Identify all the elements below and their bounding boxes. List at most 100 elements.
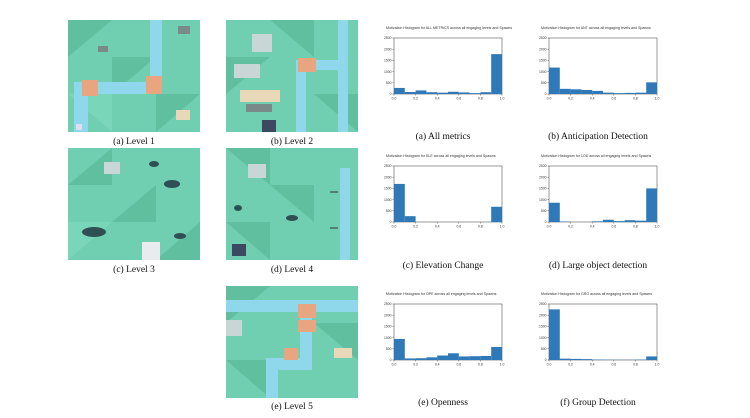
- level-4-caption: (d) Level 4: [270, 265, 314, 275]
- x-tick-label: 0.0: [547, 363, 552, 367]
- histogram-bar: [480, 355, 492, 360]
- x-tick-label: 0.8: [478, 225, 483, 229]
- path: [176, 110, 190, 120]
- histogram-bar: [404, 91, 416, 94]
- y-tick-label: 2000: [539, 175, 547, 179]
- histogram-caption: (b) Anticipation Detection: [548, 132, 648, 142]
- bridge: [298, 320, 316, 332]
- histogram-bar: [613, 221, 625, 222]
- trees: [149, 161, 159, 167]
- y-tick-label: 1000: [539, 336, 547, 340]
- x-tick-label: 0.4: [435, 225, 440, 229]
- trees: [234, 205, 242, 211]
- histogram-bar: [415, 358, 427, 360]
- histogram-bar: [448, 353, 459, 360]
- rocks: [98, 46, 108, 52]
- histogram-bar: [635, 220, 647, 222]
- histogram-title: Motivation Histogram for LOD across all …: [541, 154, 652, 158]
- y-tick-label: 2500: [539, 302, 547, 306]
- histogram-caption: (c) Elevation Change: [402, 261, 484, 271]
- rocks: [246, 104, 272, 112]
- histogram-bar: [426, 92, 438, 94]
- y-tick-label: 2000: [384, 47, 392, 51]
- x-tick-label: 1.0: [655, 363, 660, 367]
- histogram-bar: [394, 87, 405, 94]
- y-tick-label: 500: [386, 81, 392, 85]
- x-tick-label: 0.2: [413, 225, 418, 229]
- rocks: [178, 26, 190, 34]
- histogram-bar: [480, 92, 492, 94]
- histogram-bar: [624, 220, 636, 222]
- y-tick-label: 500: [386, 347, 392, 351]
- histogram-bar: [549, 67, 560, 94]
- x-tick-label: 1.0: [655, 225, 660, 229]
- histogram-bar: [646, 356, 657, 360]
- x-tick-label: 0.6: [611, 363, 616, 367]
- histogram-chart: 0 500 1000 1500 2000 2500 0.0 0.2 0.4 0.6 0.8 1.0: [384, 36, 505, 101]
- trees: [174, 233, 186, 239]
- x-tick-label: 0.2: [413, 97, 418, 101]
- x-tick-label: 0.8: [633, 97, 638, 101]
- y-tick-label: 1000: [539, 198, 547, 202]
- river: [296, 60, 348, 70]
- x-tick-label: 0.0: [547, 225, 552, 229]
- x-tick-label: 0.6: [611, 97, 616, 101]
- plot-frame: [393, 165, 503, 223]
- histogram-chart: 0 500 1000 1500 2000 2500 0.0 0.2 0.4 0.6 0.8 1.0: [539, 36, 660, 101]
- bridge: [284, 348, 298, 360]
- level-5-caption: (e) Level 5: [271, 402, 313, 412]
- level-2-caption: (b) Level 2: [270, 137, 314, 147]
- path: [240, 90, 280, 102]
- histogram-title: Motivation Histogram for OPE across all …: [386, 292, 497, 296]
- x-tick-label: 0.0: [547, 97, 552, 101]
- x-tick-label: 0.2: [568, 97, 573, 101]
- histogram-bar: [559, 358, 571, 360]
- histogram-title: Motivation Histogram for ALL METRICS acr…: [386, 26, 513, 30]
- histogram-bar: [603, 92, 614, 94]
- y-tick-label: 500: [541, 81, 547, 85]
- histogram-bar: [469, 356, 481, 360]
- y-tick-label: 2500: [539, 36, 547, 40]
- bridge: [82, 80, 98, 96]
- x-tick-label: 0.4: [590, 363, 595, 367]
- y-tick-label: 1000: [384, 336, 392, 340]
- river: [266, 358, 278, 398]
- histogram-bar: [646, 188, 657, 222]
- histogram-bar: [458, 92, 470, 94]
- histogram-bar: [437, 355, 448, 360]
- histogram-bar: [415, 90, 427, 94]
- level-5-terrain: [226, 286, 358, 398]
- y-tick-label: 1500: [539, 59, 547, 63]
- x-tick-label: 0.8: [633, 363, 638, 367]
- histogram-bar: [394, 183, 405, 222]
- x-tick-label: 0.4: [435, 97, 440, 101]
- histogram-bar: [570, 89, 582, 94]
- building: [142, 242, 160, 260]
- y-tick-label: 2500: [384, 164, 392, 168]
- histogram-bar: [437, 92, 448, 94]
- histogram-bar: [448, 91, 459, 94]
- level-4-map: [226, 148, 358, 260]
- x-tick-label: 1.0: [655, 97, 660, 101]
- x-tick-label: 0.0: [392, 97, 397, 101]
- histogram-bar: [549, 309, 560, 360]
- histogram-bar: [592, 90, 603, 94]
- x-tick-label: 0.4: [590, 225, 595, 229]
- y-tick-label: 0: [390, 92, 392, 96]
- histogram-bar: [491, 54, 502, 94]
- histogram-bar: [458, 356, 470, 360]
- histogram-caption: (d) Large object detection: [548, 261, 648, 271]
- histogram-bar: [394, 338, 405, 360]
- building: [104, 162, 120, 174]
- histogram-caption: (f) Group Detection: [560, 398, 636, 408]
- river: [338, 20, 348, 132]
- y-tick-label: 1500: [384, 187, 392, 191]
- histogram-bar: [581, 359, 593, 360]
- histogram-title: Motivation Histogram for ELE across all …: [386, 154, 496, 158]
- y-tick-label: 2500: [539, 164, 547, 168]
- y-tick-label: 1000: [539, 70, 547, 74]
- level-4-terrain: [226, 148, 358, 260]
- y-tick-label: 0: [390, 358, 392, 362]
- level-3-map: [68, 148, 200, 260]
- path: [334, 348, 352, 358]
